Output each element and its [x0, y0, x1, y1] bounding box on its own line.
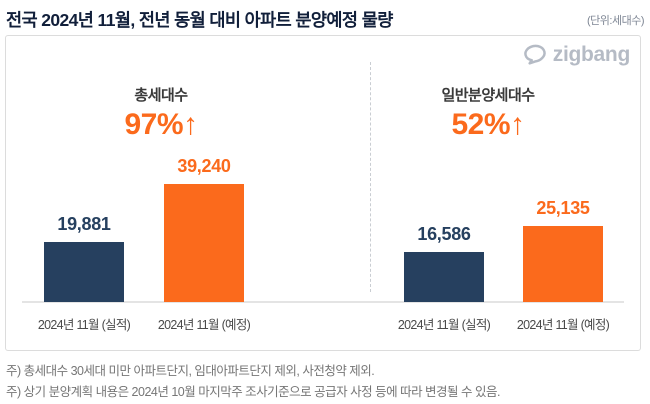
group-title-general: 일반분양세대수: [441, 87, 535, 104]
bar-total-actual: 19,881: [44, 214, 124, 302]
bar-total-actual-rect: [44, 242, 124, 302]
speech-bubble-icon: [521, 42, 548, 67]
bar-value-general-planned: 25,135: [536, 198, 590, 218]
bar-general-planned: 25,135: [523, 198, 603, 302]
bar-general-actual: 16,586: [404, 224, 484, 302]
x-axis-line: [22, 301, 624, 303]
xlabel-general-planned: 2024년 11월 (예정): [516, 318, 610, 332]
page-title: 전국 2024년 11월, 전년 동월 대비 아파트 분양예정 물량: [6, 10, 393, 30]
group-header-total: 총세대수 97%↑: [41, 84, 281, 142]
chart-panel: zigbang 총세대수 97%↑ 19,881 39,240 일반분양세대수 …: [5, 35, 641, 351]
xlabel-total-actual: 2024년 11월 (실적): [37, 318, 131, 332]
group-change-total: 97%↑: [124, 108, 198, 141]
footnote-2: 주) 상기 분양계획 내용은 2024년 10월 마지막주 조사기준으로 공급자…: [6, 385, 500, 399]
group-header-general: 일반분양세대수 52%↑: [368, 84, 608, 142]
header-row: 전국 2024년 11월, 전년 동월 대비 아파트 분양예정 물량 (단위:세…: [6, 6, 644, 32]
bar-value-total-planned: 39,240: [177, 156, 231, 176]
bar-general-planned-rect: [523, 226, 603, 302]
group-title-total: 총세대수: [134, 87, 188, 104]
bar-total-planned-rect: [164, 184, 244, 302]
xlabel-general-actual: 2024년 11월 (실적): [397, 318, 491, 332]
bar-value-total-actual: 19,881: [57, 214, 111, 234]
bar-general-actual-rect: [404, 252, 484, 302]
unit-label: (단위:세대수): [587, 15, 644, 27]
zigbang-wordmark: zigbang: [552, 43, 631, 66]
footnote-1: 주) 총세대수 30세대 미만 아파트단지, 임대아파트단지 제외, 사전청약 …: [6, 364, 375, 378]
group-change-general: 52%↑: [451, 108, 525, 141]
zigbang-logo: zigbang: [521, 42, 630, 67]
xlabel-total-planned: 2024년 11월 (예정): [157, 318, 251, 332]
bar-total-planned: 39,240: [164, 156, 244, 302]
bar-value-general-actual: 16,586: [417, 224, 471, 244]
group-divider: [370, 62, 371, 292]
